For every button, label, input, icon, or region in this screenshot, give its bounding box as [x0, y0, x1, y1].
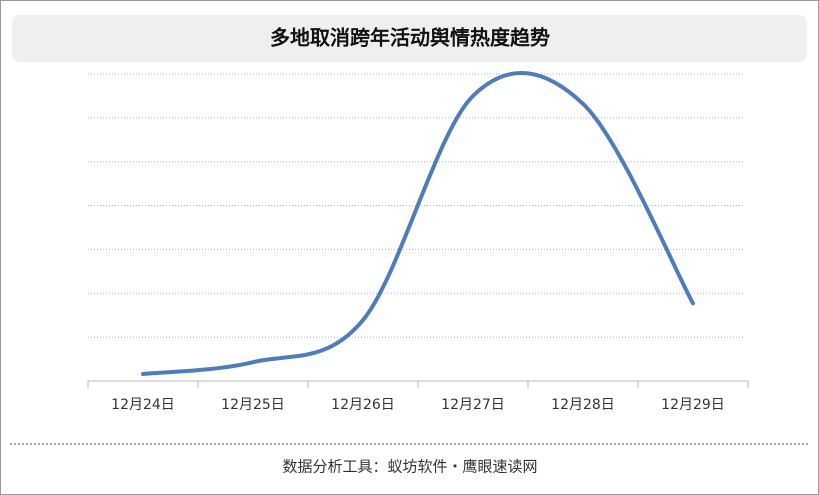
footer-source: 数据分析工具：蚁坊软件・鹰眼速读网 [282, 458, 537, 476]
x-tick-label: 12月29日 [661, 397, 725, 413]
line-series [141, 71, 695, 376]
x-tick-label: 12月28日 [551, 397, 615, 413]
x-tick-label: 12月26日 [331, 397, 395, 413]
chart-title: 多地取消跨年活动舆情热度趋势 [270, 26, 550, 50]
x-tick-label: 12月25日 [221, 397, 285, 413]
x-tick-label: 12月27日 [441, 397, 505, 413]
x-tick-label: 12月24日 [111, 397, 175, 413]
title-box [12, 15, 807, 62]
